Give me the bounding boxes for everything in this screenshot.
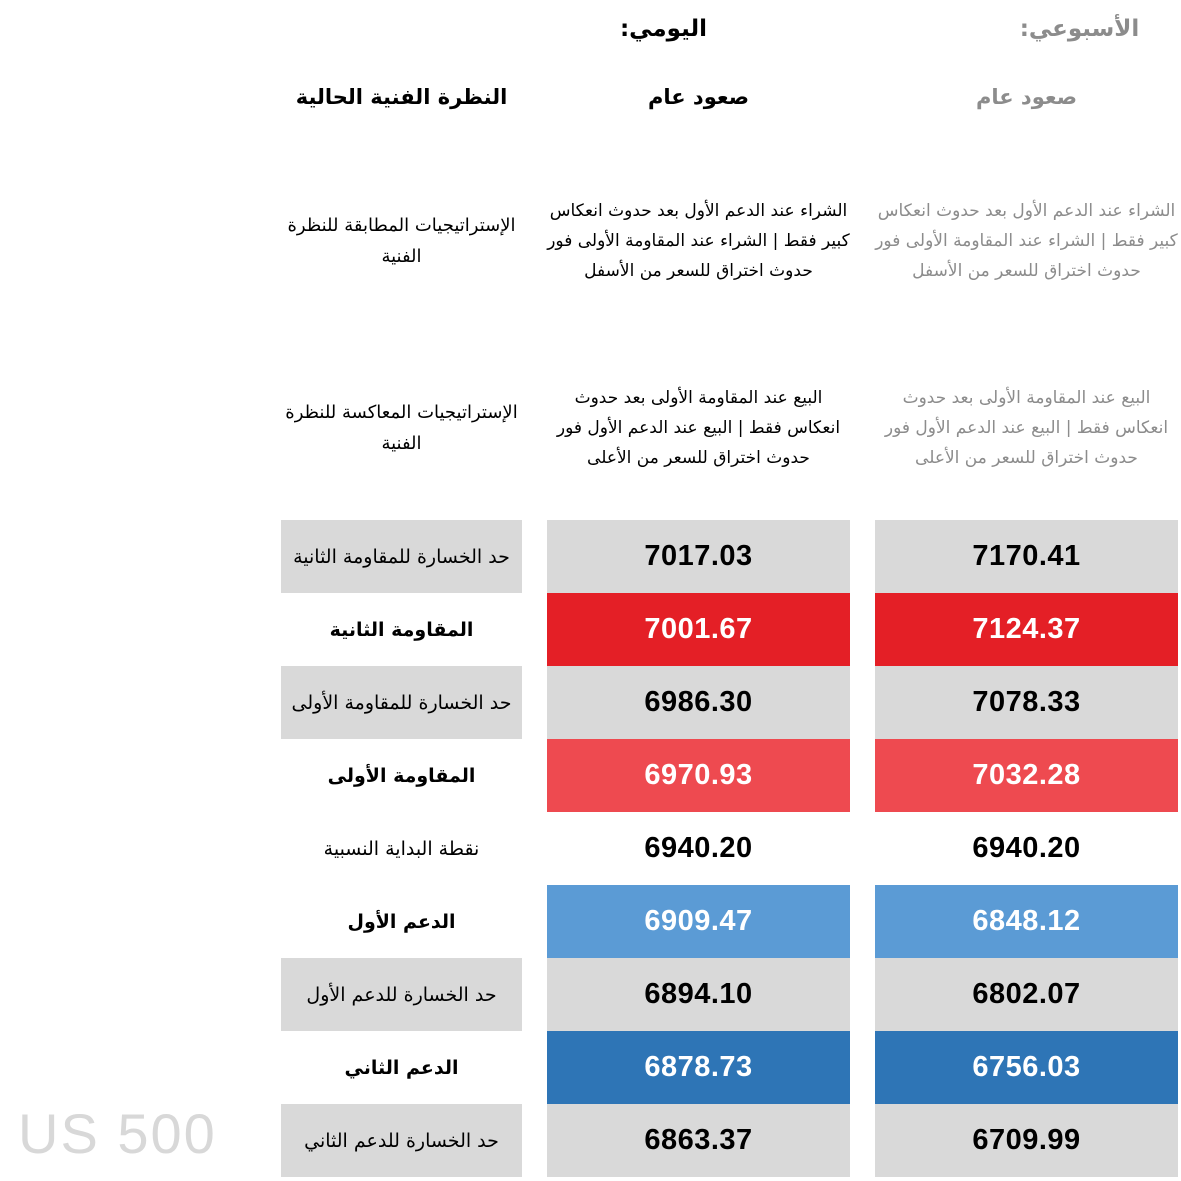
levels-label-column: حد الخسارة للمقاومة الثانية المقاومة الث… (281, 520, 522, 1177)
weekly-stop-loss-support-1: 6802.07 (875, 958, 1178, 1031)
opposite-strategy-daily: البيع عند المقاومة الأولى بعد حدوث انعكا… (556, 387, 841, 469)
us500-watermark: US 500 (18, 1102, 217, 1165)
weekly-resistance-1: 7032.28 (875, 739, 1178, 812)
label-stop-loss-support-2: حد الخسارة للدعم الثاني (281, 1104, 522, 1177)
weekly-support-2: 6756.03 (875, 1031, 1178, 1104)
label-stop-loss-resistance-1: حد الخسارة للمقاومة الأولى (281, 666, 522, 739)
weekly-column-title: الأسبوعي: (1019, 16, 1140, 42)
weekly-stop-loss-resistance-1: 7078.33 (875, 666, 1178, 739)
label-resistance-1: المقاومة الأولى (327, 764, 476, 787)
outlook-row-title: النظرة الفنية الحالية (295, 85, 508, 109)
weekly-outlook-value: صعود عام (975, 85, 1078, 109)
daily-support-2: 6878.73 (547, 1031, 850, 1104)
opposite-strategies-label: الإستراتيجيات المعاكسة للنظرة الفنية (285, 401, 518, 455)
weekly-support-1: 6848.12 (875, 885, 1178, 958)
daily-stop-loss-support-1: 6894.10 (547, 958, 850, 1031)
label-stop-loss-resistance-2: حد الخسارة للمقاومة الثانية (281, 520, 522, 593)
label-support-2: الدعم الثاني (344, 1056, 459, 1079)
daily-outlook-value: صعود عام (647, 85, 750, 109)
daily-resistance-1: 6970.93 (547, 739, 850, 812)
label-stop-loss-support-1: حد الخسارة للدعم الأول (281, 958, 522, 1031)
weekly-resistance-2: 7124.37 (875, 593, 1178, 666)
matching-strategy-weekly: الشراء عند الدعم الأول بعد حدوث انعكاس ك… (875, 200, 1178, 282)
daily-stop-loss-resistance-2: 7017.03 (547, 520, 850, 593)
daily-stop-loss-resistance-1: 6986.30 (547, 666, 850, 739)
daily-pivot-point: 6940.20 (644, 832, 753, 864)
weekly-stop-loss-support-2: 6709.99 (875, 1104, 1178, 1177)
daily-stop-loss-support-2: 6863.37 (547, 1104, 850, 1177)
daily-values-column: 7017.03 7001.67 6986.30 6970.93 6940.20 … (547, 520, 850, 1177)
weekly-values-column: 7170.41 7124.37 7078.33 7032.28 6940.20 … (875, 520, 1178, 1177)
daily-resistance-2: 7001.67 (547, 593, 850, 666)
daily-column-title: اليومي: (619, 16, 708, 42)
matching-strategies-label: الإستراتيجيات المطابقة للنظرة الفنية (287, 214, 516, 268)
weekly-stop-loss-resistance-2: 7170.41 (875, 520, 1178, 593)
daily-support-1: 6909.47 (547, 885, 850, 958)
weekly-pivot-point: 6940.20 (972, 832, 1081, 864)
label-resistance-2: المقاومة الثانية (329, 618, 474, 641)
matching-strategy-daily: الشراء عند الدعم الأول بعد حدوث انعكاس ك… (547, 200, 850, 282)
label-support-1: الدعم الأول (347, 910, 456, 933)
label-pivot-point: نقطة البداية النسبية (323, 837, 480, 860)
opposite-strategy-weekly: البيع عند المقاومة الأولى بعد حدوث انعكا… (884, 387, 1169, 469)
